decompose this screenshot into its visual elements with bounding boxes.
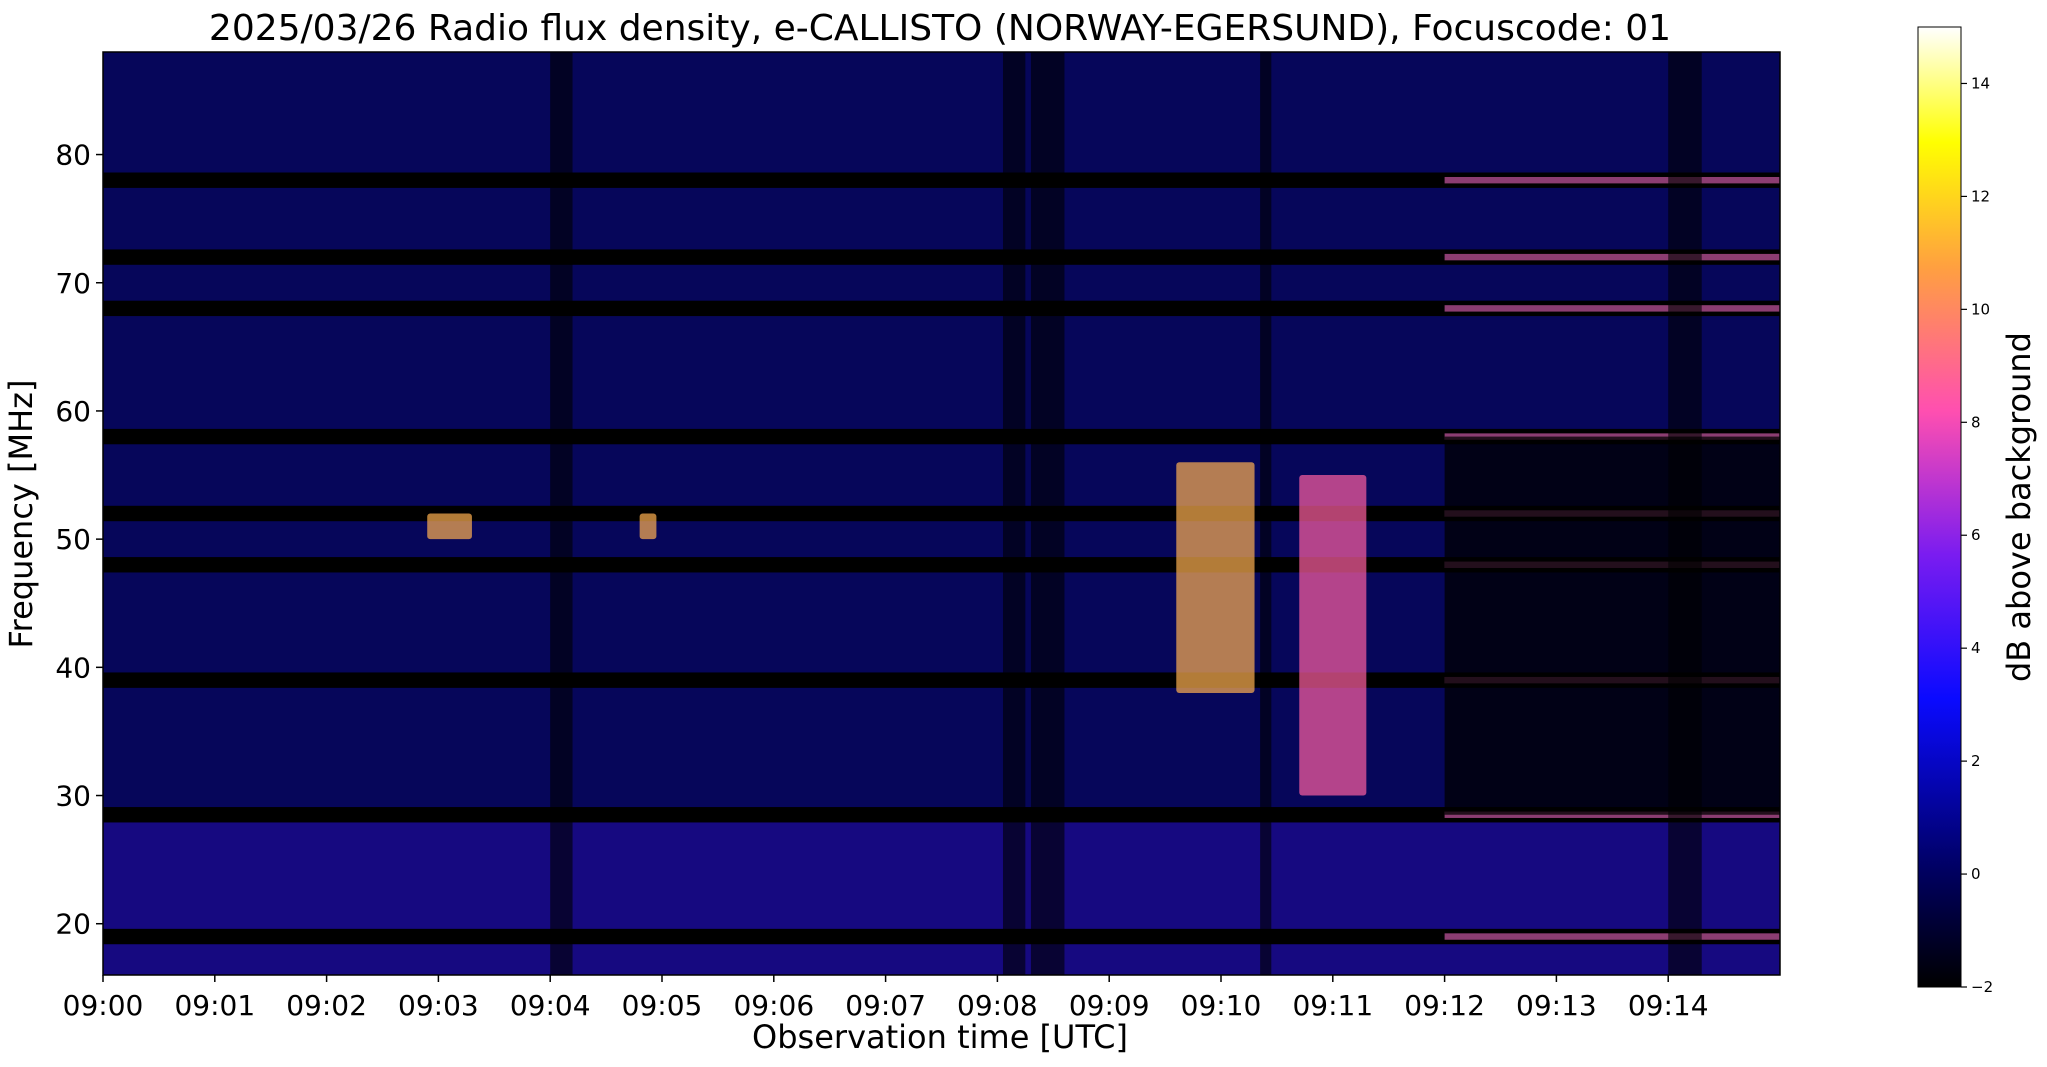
y-tick-label: 40	[55, 651, 91, 684]
x-tick-label: 09:08	[957, 989, 1038, 1022]
y-tick-label: 20	[55, 908, 91, 941]
colorbar-tick-label: 8	[1971, 413, 1981, 431]
colorbar-label: dB above background	[2000, 332, 2038, 682]
colorbar-tick-label: 10	[1971, 300, 1990, 318]
interference-band-glow	[1444, 253, 1780, 261]
low-frequency-noise-zone	[103, 821, 1780, 975]
y-tick-label: 50	[55, 523, 91, 556]
x-tick-label: 09:02	[286, 989, 367, 1022]
x-tick-label: 09:10	[1181, 989, 1262, 1022]
interference-band-glow	[1444, 933, 1780, 940]
interference-band	[103, 928, 1780, 945]
dropout-column	[1002, 52, 1026, 975]
x-tick-label: 09:04	[510, 989, 591, 1022]
y-axis: 20 30 40 50 60 70 80	[55, 139, 103, 941]
x-tick-label: 09:03	[398, 989, 479, 1022]
colorbar-tick-label: −2	[1971, 978, 1993, 996]
colorbar-tick-label: 14	[1971, 74, 1990, 92]
radio-burst	[1176, 462, 1255, 693]
colorbar-tick-label: 12	[1971, 187, 1990, 205]
spectrogram-heatmap	[103, 52, 1780, 975]
radio-burst	[427, 513, 472, 540]
interference-band	[103, 300, 1780, 317]
interference-band	[103, 428, 1780, 445]
x-tick-label: 09:14	[1628, 989, 1709, 1022]
colorbar-tick-label: 6	[1971, 526, 1981, 544]
x-tick-label: 09:06	[733, 989, 814, 1022]
x-tick-label: 09:00	[63, 989, 144, 1022]
colorbar-ticks: −2 0 2 4 6 8 10 12 14	[1961, 74, 1993, 996]
spectrogram-plot-area	[102, 51, 1781, 976]
y-tick-label: 30	[55, 780, 91, 813]
interference-band	[103, 807, 1780, 823]
radio-burst	[639, 513, 657, 540]
colorbar-tick-label: 0	[1971, 865, 1981, 883]
x-tick-label: 09:12	[1404, 989, 1485, 1022]
interference-band	[103, 172, 1780, 188]
colorbar-tick-label: 4	[1971, 639, 1981, 657]
radio-burst	[1299, 475, 1367, 796]
plot-frame	[102, 51, 1781, 976]
x-tick-label: 09:07	[845, 989, 926, 1022]
x-tick-label: 09:09	[1069, 989, 1150, 1022]
y-tick-label: 80	[55, 139, 91, 172]
dropout-column	[550, 52, 573, 975]
dropout-column	[1030, 52, 1065, 975]
interference-band	[103, 249, 1780, 265]
colorbar-tick-label: 2	[1971, 752, 1981, 770]
x-axis: 09:00 09:01 09:02 09:03 09:04 09:05 09:06 09:07…	[63, 975, 1709, 1022]
x-axis-label: Observation time [UTC]	[752, 1018, 1128, 1056]
x-tick-label: 09:01	[174, 989, 255, 1022]
x-tick-label: 09:11	[1292, 989, 1373, 1022]
y-tick-label: 60	[55, 395, 91, 428]
quiet-region	[1444, 436, 1780, 815]
x-tick-label: 09:05	[622, 989, 703, 1022]
y-tick-label: 70	[55, 267, 91, 300]
chart-title: 2025/03/26 Radio flux density, e-CALLIST…	[209, 8, 1671, 49]
interference-band-glow	[1444, 176, 1780, 184]
x-tick-label: 09:13	[1516, 989, 1597, 1022]
colorbar: −2 0 2 4 6 8 10 12 14 dB above background	[1917, 26, 2038, 996]
dropout-column	[1260, 52, 1272, 975]
colorbar-gradient	[1917, 26, 1962, 988]
interference-band-glow	[1444, 305, 1780, 312]
y-axis-label: Frequency [MHz]	[2, 380, 40, 649]
